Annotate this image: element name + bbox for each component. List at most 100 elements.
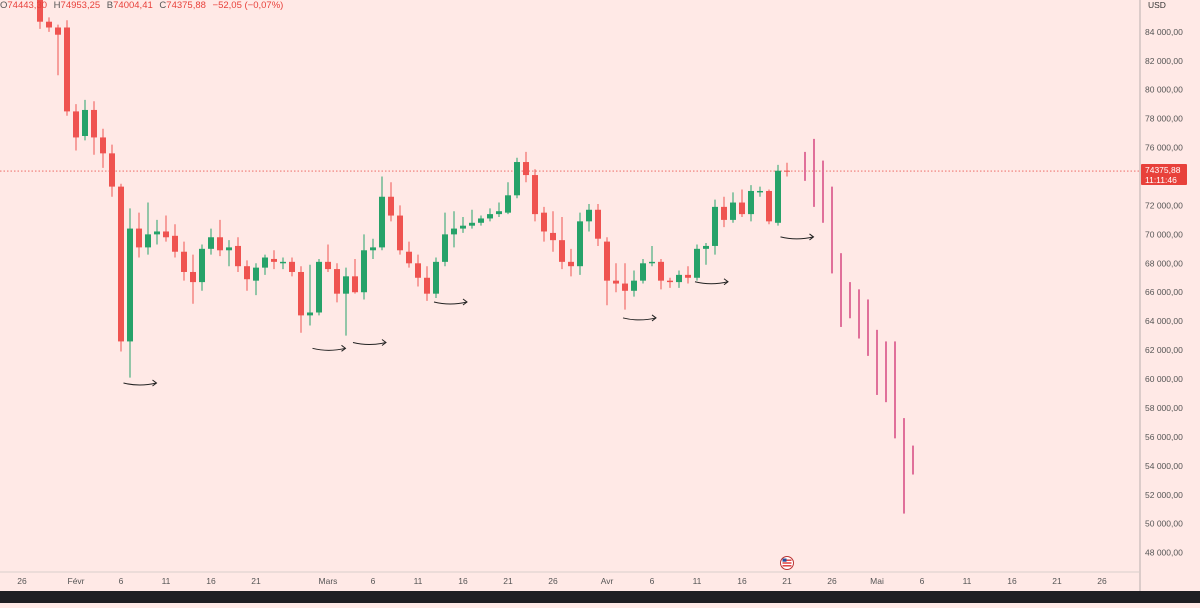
candle-body	[91, 109, 97, 138]
candle	[739, 189, 745, 218]
candle-body	[703, 245, 709, 249]
x-tick-label: 6	[650, 576, 655, 586]
projection-bars	[804, 138, 914, 514]
y-tick-label: 54 000,00	[1145, 461, 1183, 471]
candle	[46, 17, 52, 32]
x-tick-label: 6	[920, 576, 925, 586]
candle	[325, 244, 331, 272]
x-tick-label: 21	[251, 576, 261, 586]
candle	[397, 205, 403, 255]
candle-body	[262, 257, 268, 268]
candle-body	[370, 247, 376, 251]
arrow-shaft	[352, 342, 387, 346]
candle-body	[280, 261, 286, 264]
candle	[64, 20, 70, 116]
arrow-shaft	[622, 317, 657, 321]
arrow-shaft	[433, 301, 468, 305]
x-tick-label: Avr	[601, 576, 614, 586]
arrow-shaft	[312, 347, 346, 351]
arrow-head	[723, 278, 729, 286]
candle	[379, 176, 385, 251]
ohlc-close-label: C	[159, 0, 167, 11]
candle	[226, 240, 232, 267]
x-tick-label: 11	[963, 576, 972, 586]
y-tick-label: 84 000,00	[1145, 27, 1183, 37]
y-tick-label: 70 000,00	[1145, 229, 1183, 239]
y-tick-label: 78 000,00	[1145, 114, 1183, 124]
candle-body	[586, 209, 592, 222]
candle-body	[397, 215, 403, 251]
candle-body	[712, 206, 718, 246]
candle	[748, 185, 754, 222]
candle-body	[559, 240, 565, 262]
ohlc-high-label: H	[53, 0, 61, 11]
candle	[550, 211, 556, 252]
candle	[190, 254, 196, 304]
candle	[82, 99, 88, 141]
candle-body	[379, 196, 385, 248]
y-tick-label: 66 000,00	[1145, 287, 1183, 297]
candle	[307, 264, 313, 326]
candle	[703, 243, 709, 265]
candle	[640, 258, 646, 284]
candle	[388, 182, 394, 222]
x-tick-label: 26	[827, 576, 837, 586]
candle-body	[595, 209, 601, 239]
candle-body	[64, 27, 70, 112]
arrow-shaft	[123, 382, 157, 386]
candle-body	[640, 263, 646, 281]
candle-body	[667, 280, 673, 283]
candle	[415, 254, 421, 287]
candle-body	[721, 206, 727, 220]
candle	[487, 208, 493, 222]
candle-body	[226, 247, 232, 251]
candle	[541, 206, 547, 242]
candle-body	[451, 228, 457, 235]
candle	[91, 101, 97, 155]
candle-body	[478, 218, 484, 223]
candle-body	[730, 202, 736, 220]
candle-body	[343, 276, 349, 294]
candle	[172, 224, 178, 258]
x-tick-label: 11	[162, 576, 171, 586]
candle	[262, 254, 268, 275]
currency-label: USD	[1148, 0, 1166, 10]
candle-body	[514, 162, 520, 196]
candle-body	[307, 312, 313, 316]
x-tick-label: 16	[458, 576, 468, 586]
x-tick-label: 11	[693, 576, 702, 586]
candle-body	[748, 190, 754, 215]
candle	[451, 211, 457, 248]
candle-body	[577, 221, 583, 267]
last-price-tag	[1141, 164, 1187, 186]
arrow-annotation	[780, 233, 815, 241]
candle	[118, 183, 124, 352]
arrow-annotations	[123, 233, 815, 387]
candle	[145, 202, 151, 255]
candle	[370, 238, 376, 259]
candle	[658, 258, 664, 290]
arrow-shaft	[780, 236, 814, 240]
candle	[478, 215, 484, 226]
candle	[208, 228, 214, 255]
candle	[586, 203, 592, 232]
candle	[676, 270, 682, 288]
ohlc-change-value: −52,05 (−0,07%)	[212, 0, 284, 11]
x-tick-label: Févr	[68, 576, 85, 586]
x-tick-label: 11	[414, 576, 423, 586]
candle	[613, 263, 619, 293]
candle-body	[181, 251, 187, 272]
ohlc-low-value: 74004,41	[113, 0, 153, 11]
candle-body	[73, 111, 79, 138]
x-tick-label: 21	[503, 576, 513, 586]
candle	[298, 266, 304, 333]
candle	[73, 104, 79, 151]
x-tick-label: 16	[206, 576, 216, 586]
candle-body	[523, 162, 529, 176]
flag-canton	[782, 558, 787, 562]
ohlc-open-value: 74443,30	[7, 0, 48, 11]
y-tick-label: 62 000,00	[1145, 345, 1183, 355]
candle-body	[352, 276, 358, 293]
